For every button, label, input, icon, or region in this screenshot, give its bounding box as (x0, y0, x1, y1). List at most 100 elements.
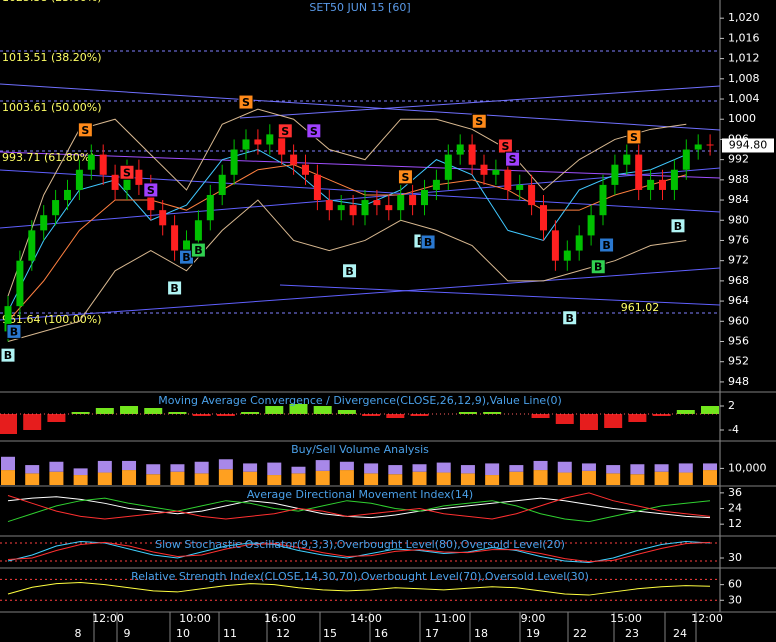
macd-bar (652, 414, 671, 416)
volume-bar (25, 465, 40, 474)
last-price-label: 994.80 (729, 138, 768, 151)
volume-bar (267, 475, 282, 485)
day-label: 16 (374, 627, 388, 640)
volume-bar (533, 470, 548, 485)
time-label: 15:00 (610, 612, 642, 625)
candle-body (266, 134, 274, 145)
time-label: 11:00 (434, 612, 466, 625)
macd-bar (71, 412, 90, 414)
overlay-line (7, 199, 687, 342)
signal-label: S (630, 131, 638, 144)
candle-body (64, 189, 71, 201)
signal-label: B (424, 236, 432, 249)
candle-body (528, 184, 536, 206)
candle-body (611, 164, 619, 185)
volume-bar (485, 463, 500, 476)
candle-body (135, 169, 143, 185)
candle-body (349, 205, 357, 216)
y-tick-label: 1,020 (728, 11, 760, 24)
signal-box (77, 122, 93, 138)
macd-bar (386, 414, 405, 418)
y-tick-label: 30 (728, 593, 742, 606)
candle-body (194, 220, 202, 241)
signal-label: S (281, 125, 289, 138)
macd-bar (313, 406, 332, 414)
volume-bar (170, 464, 185, 472)
low-annotation: 961.02 (621, 301, 660, 314)
candle-body (206, 195, 214, 221)
y-tick-label: 948 (728, 375, 749, 388)
volume-bar (509, 465, 524, 472)
y-tick-label: 2 (728, 399, 735, 412)
time-label: 12:00 (92, 612, 124, 625)
volume-bar (533, 460, 548, 471)
y-tick-label: 956 (728, 335, 749, 348)
volume-bar (218, 459, 233, 470)
signal-box (562, 310, 578, 326)
y-tick-label: 12 (728, 517, 742, 530)
y-tick-label: 976 (728, 233, 749, 246)
candle-body (397, 195, 405, 211)
macd-bar (337, 410, 356, 414)
candle-body (694, 144, 702, 150)
candle-body (87, 154, 95, 170)
y-tick-label: 984 (728, 193, 749, 206)
candle-body (40, 215, 48, 231)
macd-bar (362, 414, 381, 416)
volume-bar (315, 460, 330, 471)
candle-body (682, 149, 690, 170)
volume-bar (388, 474, 403, 485)
signal-label: B (565, 312, 573, 325)
candle-body (290, 154, 298, 165)
volume-bar (703, 463, 717, 471)
signal-box (190, 242, 206, 258)
volume-bar (218, 469, 233, 485)
macd-bar (483, 412, 502, 414)
y-tick-label: 36 (728, 486, 742, 499)
volume-bar (436, 472, 451, 485)
candle-body (28, 230, 36, 261)
trend-line (0, 167, 721, 229)
signal-label: B (170, 282, 178, 295)
signal-box (0, 347, 16, 363)
volume-bar (146, 464, 161, 475)
day-label: 15 (323, 627, 337, 640)
y-tick-label: 992 (728, 153, 749, 166)
candle-body (373, 200, 381, 206)
y-tick-label: 988 (728, 173, 749, 186)
y-tick-label: 964 (728, 294, 749, 307)
volume-bar (678, 463, 693, 473)
signal-box (670, 218, 686, 234)
macd-bar (120, 406, 139, 414)
candle-body (171, 225, 179, 251)
indicator-line (7, 492, 711, 520)
signal-label: B (4, 349, 12, 362)
panel-title: Relative Strength Index(CLOSE,14,30,70),… (131, 570, 589, 583)
volume-bar (460, 473, 475, 485)
signal-label: S (310, 125, 318, 138)
volume-bar (339, 470, 354, 485)
candle-body (635, 154, 643, 190)
day-label: 8 (75, 627, 82, 640)
candle-body (670, 169, 678, 190)
volume-bar (291, 473, 306, 485)
macd-bar (23, 414, 42, 430)
signal-label: S (81, 124, 89, 137)
trend-line (239, 85, 721, 119)
signal-box (471, 113, 487, 129)
volume-bar (1, 470, 15, 485)
overlay-line (7, 148, 687, 312)
candle-body (313, 174, 321, 201)
signal-label: B (345, 265, 353, 278)
time-label: 16:00 (264, 612, 296, 625)
signal-box (6, 323, 22, 339)
signal-label: S (401, 171, 409, 184)
macd-bar (458, 412, 477, 414)
volume-bar (194, 473, 209, 485)
candle-body (421, 189, 428, 206)
candle-body (575, 235, 583, 251)
signal-label: B (10, 325, 18, 338)
macd-bar (241, 412, 260, 414)
volume-bar (630, 464, 645, 475)
